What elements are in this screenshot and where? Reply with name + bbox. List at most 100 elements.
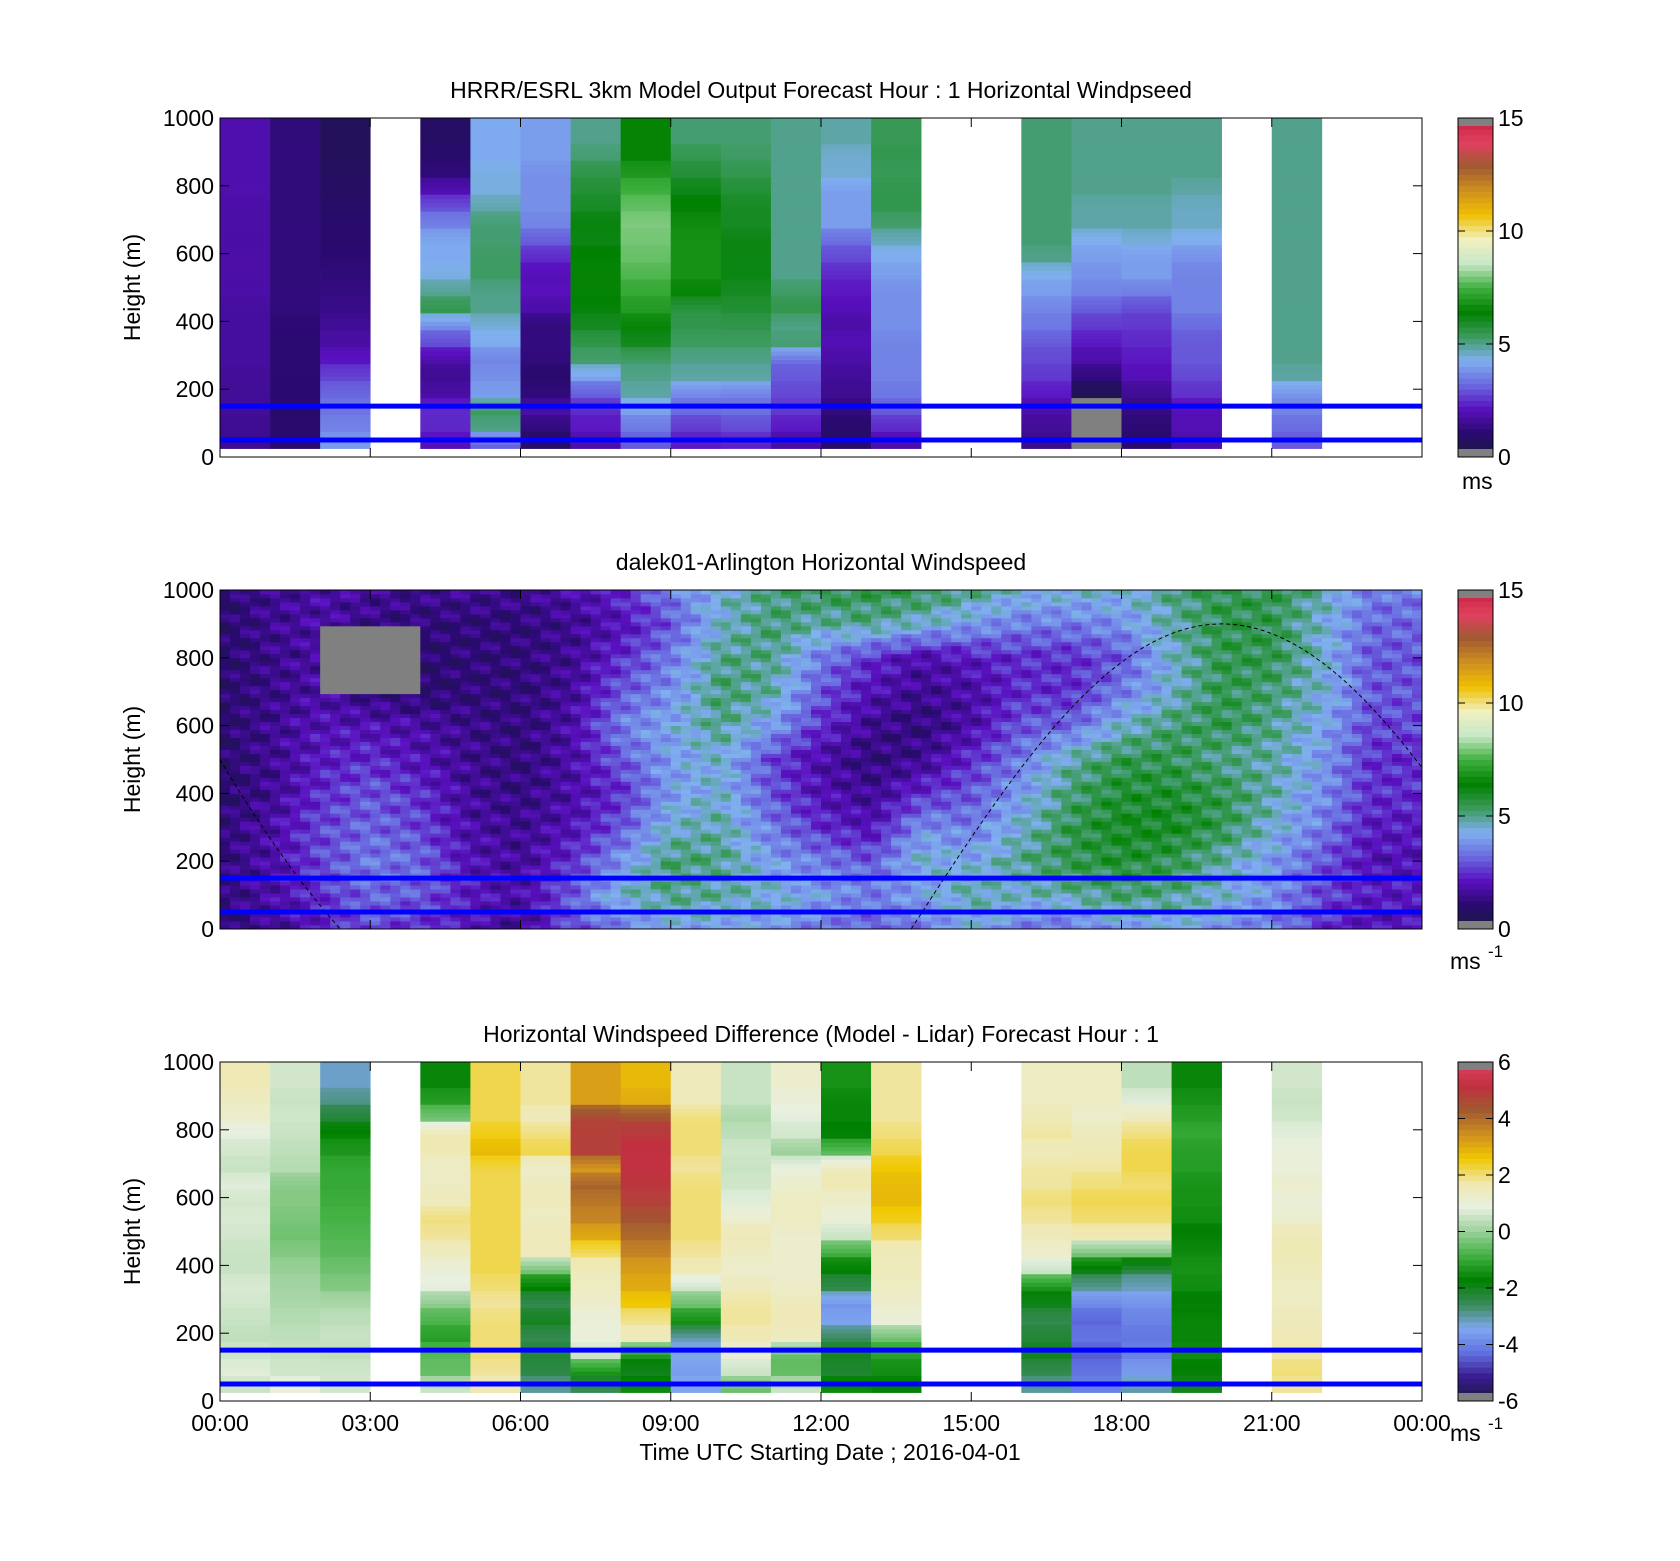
heatmap-cell bbox=[590, 705, 602, 711]
heatmap-cell bbox=[420, 881, 431, 886]
heatmap-cell bbox=[530, 925, 541, 930]
heatmap-cell bbox=[470, 380, 521, 386]
heatmap-cell bbox=[620, 232, 672, 238]
heatmap-cell bbox=[470, 338, 521, 343]
heatmap-cell bbox=[300, 761, 311, 766]
heatmap-cell bbox=[871, 151, 922, 157]
heatmap-cell bbox=[410, 745, 421, 750]
heatmap-cell bbox=[270, 925, 281, 930]
heatmap-cell bbox=[230, 685, 241, 691]
heatmap-cell bbox=[420, 777, 431, 782]
heatmap-cell bbox=[500, 701, 511, 707]
heatmap-cell bbox=[1171, 177, 1222, 182]
heatmap-cell bbox=[460, 605, 471, 611]
heatmap-cell bbox=[470, 725, 481, 730]
heatmap-cell bbox=[720, 266, 772, 271]
heatmap-cell bbox=[590, 689, 602, 695]
heatmap-cell bbox=[420, 151, 471, 157]
heatmap-cell bbox=[220, 355, 271, 360]
heatmap-cell bbox=[510, 765, 521, 770]
heatmap-cell bbox=[440, 849, 451, 854]
heatmap-cell bbox=[410, 673, 421, 679]
heatmap-cell bbox=[420, 693, 431, 699]
heatmap-cell bbox=[600, 917, 612, 922]
heatmap-cell bbox=[470, 777, 481, 782]
heatmap-cell bbox=[600, 601, 612, 607]
heatmap-cell bbox=[1171, 423, 1222, 428]
heatmap-cell bbox=[250, 717, 261, 723]
heatmap-cell bbox=[1171, 418, 1222, 424]
heatmap-cell bbox=[290, 741, 301, 746]
heatmap-cell bbox=[240, 781, 251, 786]
heatmap-cell bbox=[350, 753, 361, 758]
heatmap-cell bbox=[480, 925, 491, 930]
heatmap-cell bbox=[590, 745, 602, 750]
heatmap-cell bbox=[670, 151, 722, 157]
heatmap-cell bbox=[540, 861, 551, 866]
heatmap-cell bbox=[320, 287, 371, 293]
heatmap-cell bbox=[360, 893, 371, 898]
heatmap-cell bbox=[1121, 380, 1172, 386]
heatmap-cell bbox=[580, 833, 592, 838]
heatmap-cell bbox=[280, 721, 291, 726]
heatmap-cell bbox=[770, 173, 822, 178]
heatmap-cell bbox=[280, 617, 291, 623]
heatmap-cell bbox=[720, 397, 772, 403]
heatmap-cell bbox=[821, 384, 872, 390]
heatmap-cell bbox=[821, 355, 872, 360]
heatmap-cell bbox=[410, 893, 421, 898]
heatmap-cell bbox=[620, 849, 632, 854]
heatmap-cell bbox=[1271, 283, 1323, 288]
heatmap-cell bbox=[280, 729, 291, 734]
heatmap-cell bbox=[260, 601, 271, 607]
heatmap-cell bbox=[480, 901, 491, 906]
heatmap-cell bbox=[470, 431, 521, 437]
heatmap-cell bbox=[871, 206, 922, 212]
heatmap-cell bbox=[360, 601, 371, 607]
heatmap-cell bbox=[450, 669, 461, 675]
heatmap-cell bbox=[540, 689, 551, 695]
heatmap-cell bbox=[240, 901, 251, 906]
heatmap-cell bbox=[330, 725, 341, 730]
heatmap-cell bbox=[510, 605, 521, 611]
heatmap-cell bbox=[510, 625, 521, 631]
heatmap-cell bbox=[540, 709, 551, 715]
heatmap-cell bbox=[610, 701, 622, 707]
heatmap-cell bbox=[871, 228, 922, 233]
heatmap-cell bbox=[540, 873, 551, 878]
heatmap-cell bbox=[400, 697, 411, 703]
heatmap-cell bbox=[620, 346, 672, 352]
heatmap-cell bbox=[390, 901, 401, 906]
heatmap-cell bbox=[620, 147, 672, 153]
heatmap-cell bbox=[390, 681, 401, 687]
heatmap-cell bbox=[1271, 198, 1323, 204]
heatmap-cell bbox=[260, 621, 271, 627]
heatmap-cell bbox=[570, 274, 621, 280]
heatmap-cell bbox=[520, 609, 531, 615]
heatmap-cell bbox=[350, 841, 361, 846]
heatmap-cell bbox=[570, 202, 621, 208]
heatmap-cell bbox=[670, 312, 722, 318]
heatmap-cell bbox=[280, 785, 291, 790]
heatmap-cell bbox=[320, 625, 331, 631]
heatmap-cell bbox=[360, 757, 371, 762]
heatmap-cell bbox=[720, 228, 772, 233]
heatmap-cell bbox=[450, 833, 461, 838]
heatmap-cell bbox=[330, 641, 341, 647]
heatmap-cell bbox=[520, 274, 571, 280]
heatmap-cell bbox=[590, 905, 602, 910]
heatmap-cell bbox=[610, 721, 622, 726]
heatmap-cell bbox=[250, 705, 261, 711]
heatmap-cell bbox=[230, 645, 241, 651]
heatmap-cell bbox=[350, 905, 361, 910]
heatmap-cell bbox=[570, 761, 581, 766]
heatmap-cell bbox=[270, 219, 321, 225]
heatmap-cell bbox=[500, 893, 511, 898]
heatmap-cell bbox=[871, 317, 922, 322]
heatmap-cell bbox=[410, 913, 421, 918]
heatmap-cell bbox=[260, 593, 271, 599]
heatmap-cell bbox=[450, 709, 461, 715]
heatmap-cell bbox=[320, 821, 331, 826]
heatmap-cell bbox=[490, 753, 501, 758]
heatmap-cell bbox=[440, 921, 451, 926]
